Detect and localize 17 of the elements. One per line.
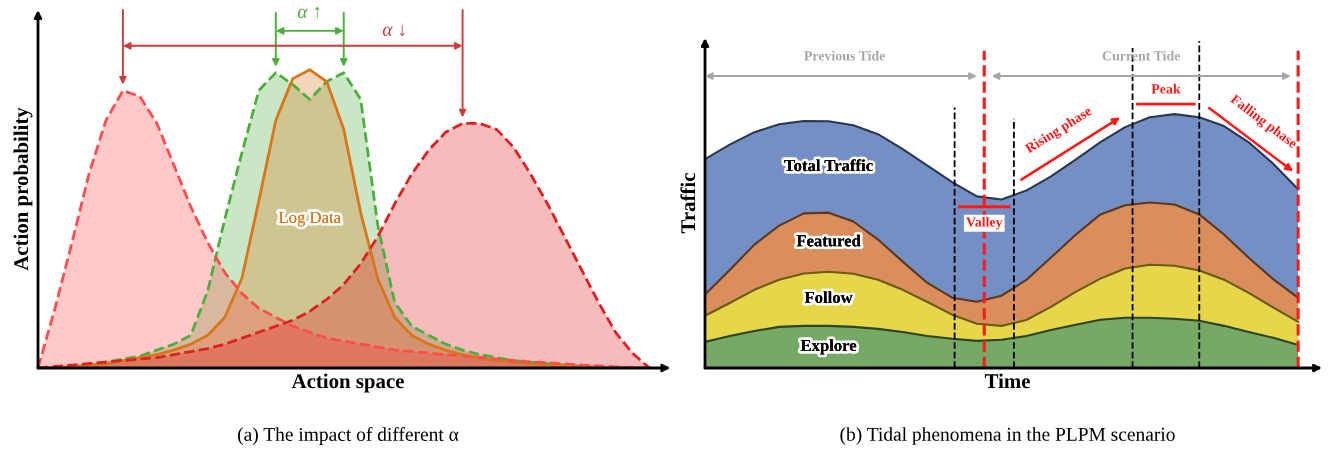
x-axis-title: Time [984, 373, 1030, 389]
y-axis-title: Action probability [13, 107, 33, 271]
text: Peak [1151, 83, 1181, 94]
annotation: Valley [966, 216, 1003, 230]
text: Previous Tide [804, 50, 885, 61]
text: Current Tide [1102, 50, 1181, 61]
series-label: Log Data [278, 211, 341, 227]
series-label: Explore [800, 339, 857, 355]
series-label: Total Traffic [784, 159, 873, 172]
series-label: Featured [796, 234, 861, 247]
y-axis-title: Traffic [680, 173, 696, 234]
x-axis-title: Action space [291, 373, 404, 393]
text: (b) Tidal phenomena in the PLPM scenario [840, 427, 1175, 445]
text: α ↓ [382, 24, 405, 37]
series-label: Follow [804, 291, 853, 303]
text: α ↑ [297, 6, 320, 19]
text: (a) The impact of different α [238, 427, 459, 445]
